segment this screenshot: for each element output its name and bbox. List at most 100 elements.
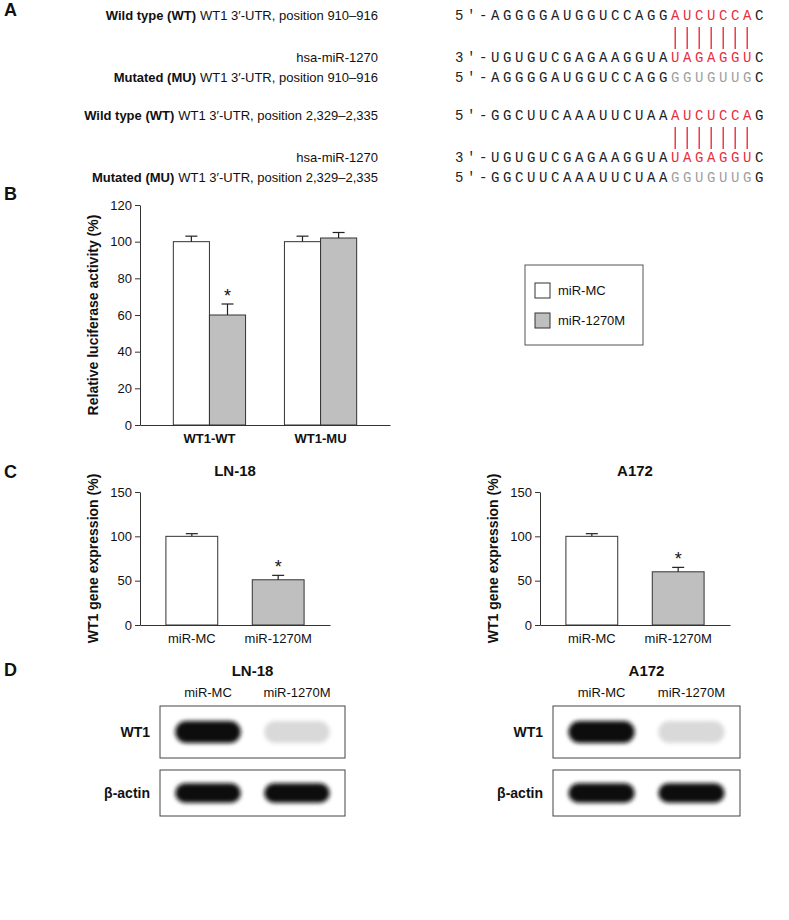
sequence-segment: UAGAGGU — [671, 50, 755, 66]
legend-box — [525, 265, 643, 345]
figure: AWild type (WT)WT1 3′-UTR, position 910–… — [0, 0, 789, 920]
y-axis: 0 20 40 60 80 100 120 — [110, 198, 140, 433]
chart-title: LN-18 — [214, 462, 256, 479]
legend-swatch — [535, 283, 550, 298]
error-bar-stem — [191, 236, 192, 242]
sequence-segment: G — [755, 108, 767, 124]
pairing-line — [711, 27, 712, 49]
y-axis-line — [540, 493, 541, 626]
bar — [166, 536, 218, 625]
sequence-segment: C — [755, 8, 767, 24]
y-tick: 20 — [118, 381, 140, 396]
y-tick-mark — [135, 278, 140, 279]
sequence-segment: C — [755, 70, 767, 86]
blot-band — [658, 721, 724, 743]
y-tick: 0 — [525, 618, 540, 633]
row-label-text: WT1 3′-UTR, position 910–916 — [200, 8, 378, 23]
pairing-lines — [675, 27, 747, 49]
blot-band — [568, 721, 634, 743]
row-label-text: WT1 3′-UTR, position 2,329–2,335 — [178, 170, 378, 185]
pairing-line — [723, 27, 724, 49]
y-tick: 80 — [118, 271, 140, 286]
pairing-line — [747, 127, 748, 149]
y-tick-mark — [135, 425, 140, 426]
y-tick-mark — [535, 492, 540, 493]
row-label-text: hsa-miR-1270 — [296, 150, 378, 165]
y-tick-mark — [135, 315, 140, 316]
y-tick: 100 — [110, 234, 140, 249]
pairing-line — [687, 127, 688, 149]
sequence-segment: 5′-AGGGGAUGGUCCAGG — [455, 8, 671, 24]
x-tick: miR-1270M — [245, 625, 312, 646]
y-tick-mark — [135, 242, 140, 243]
bar — [252, 580, 304, 625]
y-tick: 120 — [110, 198, 140, 213]
x-tick: WT1-WT — [183, 425, 235, 446]
bar — [209, 315, 245, 425]
y-axis: 0 50 100 150 — [510, 485, 540, 633]
y-tick-label: 60 — [118, 308, 132, 323]
panel-label: D — [4, 660, 17, 680]
x-axis-line — [541, 625, 731, 626]
sequence-segment: UAGAGGU — [671, 150, 755, 166]
pairing-line — [675, 127, 676, 149]
row-label-text: WT1 3′-UTR, position 2,329–2,335 — [178, 108, 378, 123]
sequence-segment: GGUGUUG — [671, 70, 755, 86]
row-label: Mutated (MU)WT1 3′-UTR, position 910–916 — [114, 70, 378, 85]
y-tick: 50 — [118, 573, 140, 588]
y-tick-label: 0 — [125, 618, 132, 633]
error-bar-cap — [297, 236, 309, 237]
legend: miR-MCmiR-1270M — [525, 265, 643, 345]
y-tick-mark — [135, 388, 140, 389]
y-tick: 0 — [125, 418, 140, 433]
sequence-segment: AUCUCCA — [671, 108, 755, 124]
error-bar — [333, 233, 345, 239]
y-tick-mark — [535, 625, 540, 626]
sequence: 3′-UGUGUCGAGAAGGUAUAGAGGUC — [455, 50, 767, 66]
blot-title: LN-18 — [232, 662, 274, 679]
y-tick-label: 100 — [510, 529, 532, 544]
plot-marks — [566, 534, 704, 625]
x-tick-label: WT1-WT — [183, 431, 235, 446]
x-tick: miR-MC — [568, 625, 616, 646]
significance-mark: * — [675, 549, 682, 569]
blot-band — [658, 783, 724, 802]
row-label-text: hsa-miR-1270 — [296, 50, 378, 65]
y-axis-line — [140, 206, 141, 426]
row-label-bold: Mutated (MU) — [92, 170, 174, 185]
legend-label: miR-1270M — [558, 313, 625, 328]
row-label: Wild type (WT) WT1 3′-UTR, position 910–9… — [106, 8, 378, 23]
error-bar-stem — [302, 236, 303, 242]
x-tick-label: miR-1270M — [645, 631, 712, 646]
pairing-line — [735, 127, 736, 149]
y-tick-label: 120 — [110, 198, 132, 213]
row-label-bold: Mutated (MU) — [114, 70, 196, 85]
y-tick: 60 — [118, 308, 140, 323]
y-tick: 50 — [518, 573, 540, 588]
blot-row-label: WT1 — [120, 724, 150, 740]
blot-band — [264, 721, 329, 743]
x-axis-line — [141, 625, 331, 626]
error-bar-cap — [186, 533, 198, 534]
error-bar — [186, 534, 198, 537]
x-axis: WT1-WTWT1-MU — [141, 425, 391, 446]
y-tick: 40 — [118, 344, 140, 359]
blot-band — [264, 783, 329, 802]
y-tick-label: 150 — [510, 485, 532, 500]
pairing-line — [735, 27, 736, 49]
sequence-segment: C — [755, 50, 767, 66]
row-label: Mutated (MU) WT1 3′-UTR, position 2,329–2… — [92, 170, 378, 185]
y-tick: 150 — [510, 485, 540, 500]
x-tick: miR-1270M — [645, 625, 712, 646]
y-tick-label: 20 — [118, 381, 132, 396]
row-label-bold: Wild type (WT) — [106, 8, 196, 23]
sequence: 5′-GGCUUCAAAUUCUAAAUCUCCAG — [455, 108, 767, 124]
row-label: hsa-miR-1270 — [296, 150, 378, 165]
row-label-bold: Wild type (WT) — [84, 108, 174, 123]
blot-frame — [553, 706, 740, 758]
error-bar — [297, 236, 309, 242]
legend-swatch — [535, 313, 550, 328]
y-tick-label: 50 — [518, 573, 532, 588]
blot-band — [568, 783, 634, 802]
panel-label: B — [4, 184, 17, 204]
